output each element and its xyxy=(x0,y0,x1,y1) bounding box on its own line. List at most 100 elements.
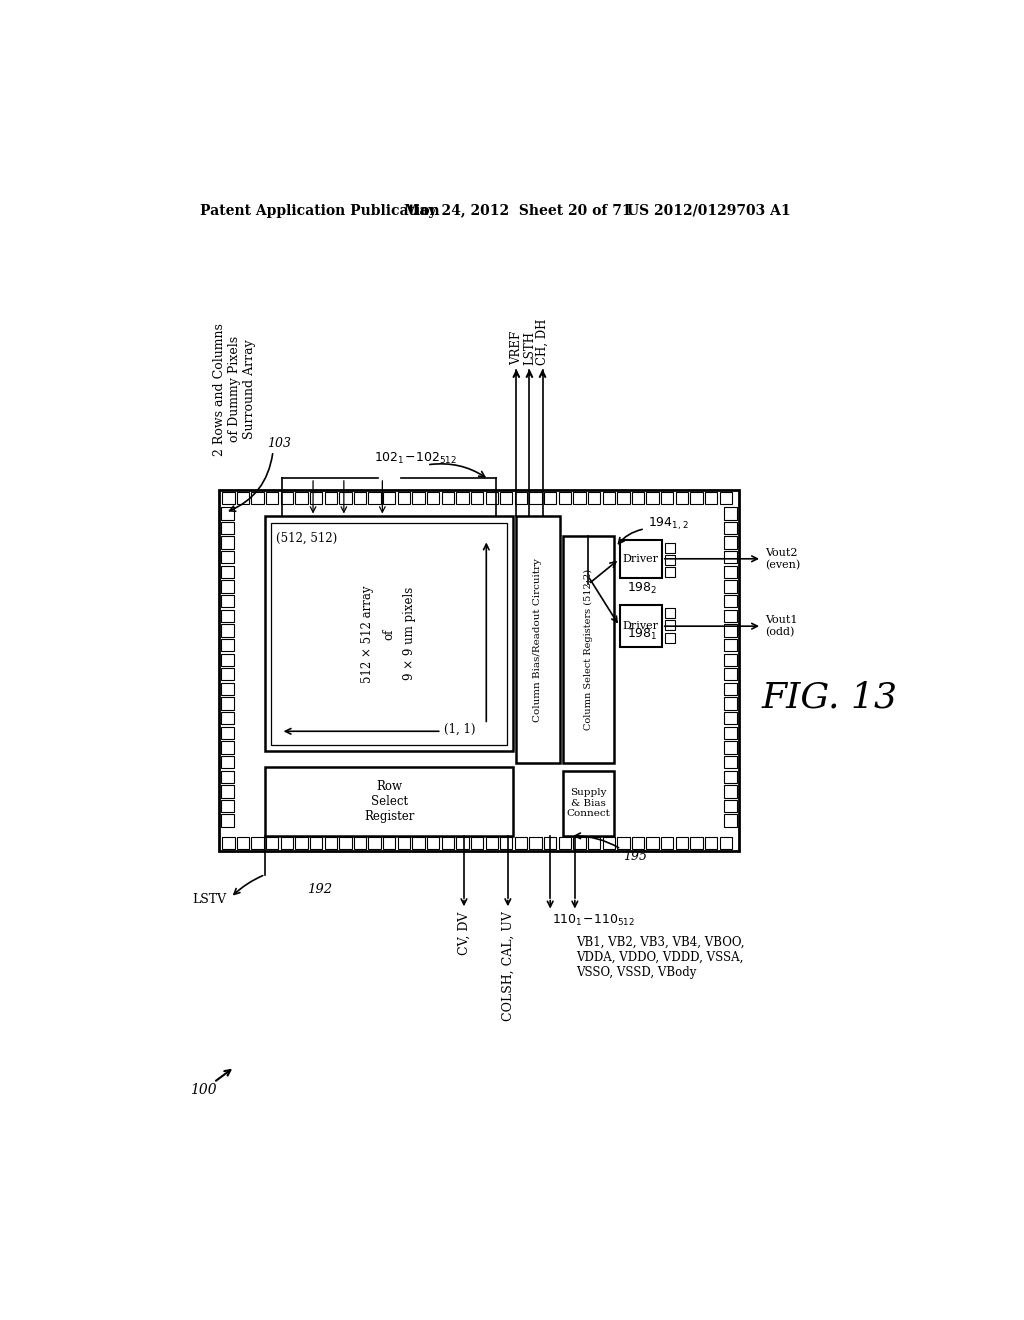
Bar xyxy=(515,837,527,849)
Bar xyxy=(665,609,675,618)
Bar xyxy=(562,771,614,836)
Bar xyxy=(724,771,736,783)
Bar xyxy=(339,837,351,849)
Text: CV, DV: CV, DV xyxy=(458,911,470,954)
Bar xyxy=(383,492,395,504)
Bar xyxy=(690,492,702,504)
Bar xyxy=(515,516,560,763)
Bar xyxy=(354,837,367,849)
Text: $110_1\!-\!110_{512}$: $110_1\!-\!110_{512}$ xyxy=(552,913,635,928)
Bar xyxy=(325,492,337,504)
Bar xyxy=(221,595,233,607)
Bar xyxy=(602,492,614,504)
Bar xyxy=(573,837,586,849)
Bar xyxy=(646,837,658,849)
Bar xyxy=(724,581,736,593)
Bar xyxy=(221,668,233,681)
Bar xyxy=(544,837,556,849)
Bar xyxy=(662,837,674,849)
Bar xyxy=(221,756,233,768)
Bar xyxy=(724,814,736,826)
Bar xyxy=(295,837,307,849)
Bar xyxy=(219,490,739,851)
Bar xyxy=(646,492,658,504)
Text: Row
Select
Register: Row Select Register xyxy=(365,780,415,822)
Bar xyxy=(221,610,233,622)
Bar xyxy=(266,837,279,849)
Bar xyxy=(221,785,233,797)
Bar xyxy=(339,492,351,504)
Bar xyxy=(413,492,425,504)
Text: CH, DH: CH, DH xyxy=(536,318,549,364)
Bar xyxy=(573,492,586,504)
Bar xyxy=(724,800,736,812)
Bar xyxy=(724,536,736,549)
Bar xyxy=(724,507,736,520)
Bar xyxy=(724,639,736,651)
Bar xyxy=(665,620,675,631)
Bar xyxy=(632,492,644,504)
Text: $102_1\!-\!102_{512}$: $102_1\!-\!102_{512}$ xyxy=(374,451,457,466)
Bar xyxy=(620,605,662,647)
Bar xyxy=(617,837,630,849)
Bar xyxy=(221,682,233,696)
Bar xyxy=(724,682,736,696)
Bar xyxy=(237,492,249,504)
Bar xyxy=(485,837,498,849)
Text: 2 Rows and Columns
of Dummy Pixels
Surround Array: 2 Rows and Columns of Dummy Pixels Surro… xyxy=(213,323,256,455)
Bar xyxy=(221,742,233,754)
Bar xyxy=(529,492,542,504)
Bar xyxy=(221,566,233,578)
Text: $198_1$: $198_1$ xyxy=(628,627,658,642)
Text: VREF: VREF xyxy=(510,330,523,364)
Text: Driver: Driver xyxy=(623,554,658,564)
Text: Supply
& Bias
Connect: Supply & Bias Connect xyxy=(566,788,610,818)
Bar xyxy=(413,837,425,849)
Bar xyxy=(471,492,483,504)
Text: LSTV: LSTV xyxy=(193,892,226,906)
Text: COLSH, CAL, UV: COLSH, CAL, UV xyxy=(502,911,514,1022)
Bar xyxy=(724,624,736,636)
Bar xyxy=(724,521,736,535)
Bar xyxy=(397,837,410,849)
Text: Column Bias/Readout Circuitry: Column Bias/Readout Circuitry xyxy=(534,558,543,722)
Bar xyxy=(457,837,469,849)
Text: 195: 195 xyxy=(624,850,647,863)
Text: 9 × 9 um pixels: 9 × 9 um pixels xyxy=(402,587,416,681)
Bar xyxy=(295,492,307,504)
Bar xyxy=(383,837,395,849)
Bar xyxy=(705,837,717,849)
Text: Patent Application Publication: Patent Application Publication xyxy=(200,203,439,218)
Bar xyxy=(221,726,233,739)
Bar xyxy=(441,492,454,504)
Bar xyxy=(632,837,644,849)
Bar xyxy=(222,837,234,849)
Bar xyxy=(221,771,233,783)
Bar xyxy=(588,492,600,504)
Bar xyxy=(500,837,512,849)
Bar xyxy=(266,492,279,504)
Bar xyxy=(221,581,233,593)
Bar xyxy=(397,492,410,504)
Text: Driver: Driver xyxy=(623,622,658,631)
Bar xyxy=(676,837,688,849)
Bar xyxy=(559,837,571,849)
Bar xyxy=(325,837,337,849)
Text: (1, 1): (1, 1) xyxy=(444,723,475,737)
Bar xyxy=(221,653,233,665)
Bar xyxy=(662,492,674,504)
Bar xyxy=(281,837,293,849)
Bar xyxy=(724,756,736,768)
Bar xyxy=(544,492,556,504)
Bar xyxy=(221,711,233,725)
Bar xyxy=(724,668,736,681)
Text: US 2012/0129703 A1: US 2012/0129703 A1 xyxy=(628,203,791,218)
Bar xyxy=(665,543,675,553)
Bar xyxy=(676,492,688,504)
Bar xyxy=(515,492,527,504)
Text: May 24, 2012  Sheet 20 of 71: May 24, 2012 Sheet 20 of 71 xyxy=(403,203,632,218)
Bar xyxy=(221,697,233,710)
Text: Column Select Registers (512:2): Column Select Registers (512:2) xyxy=(584,569,593,730)
Bar xyxy=(562,536,614,763)
Bar xyxy=(427,837,439,849)
